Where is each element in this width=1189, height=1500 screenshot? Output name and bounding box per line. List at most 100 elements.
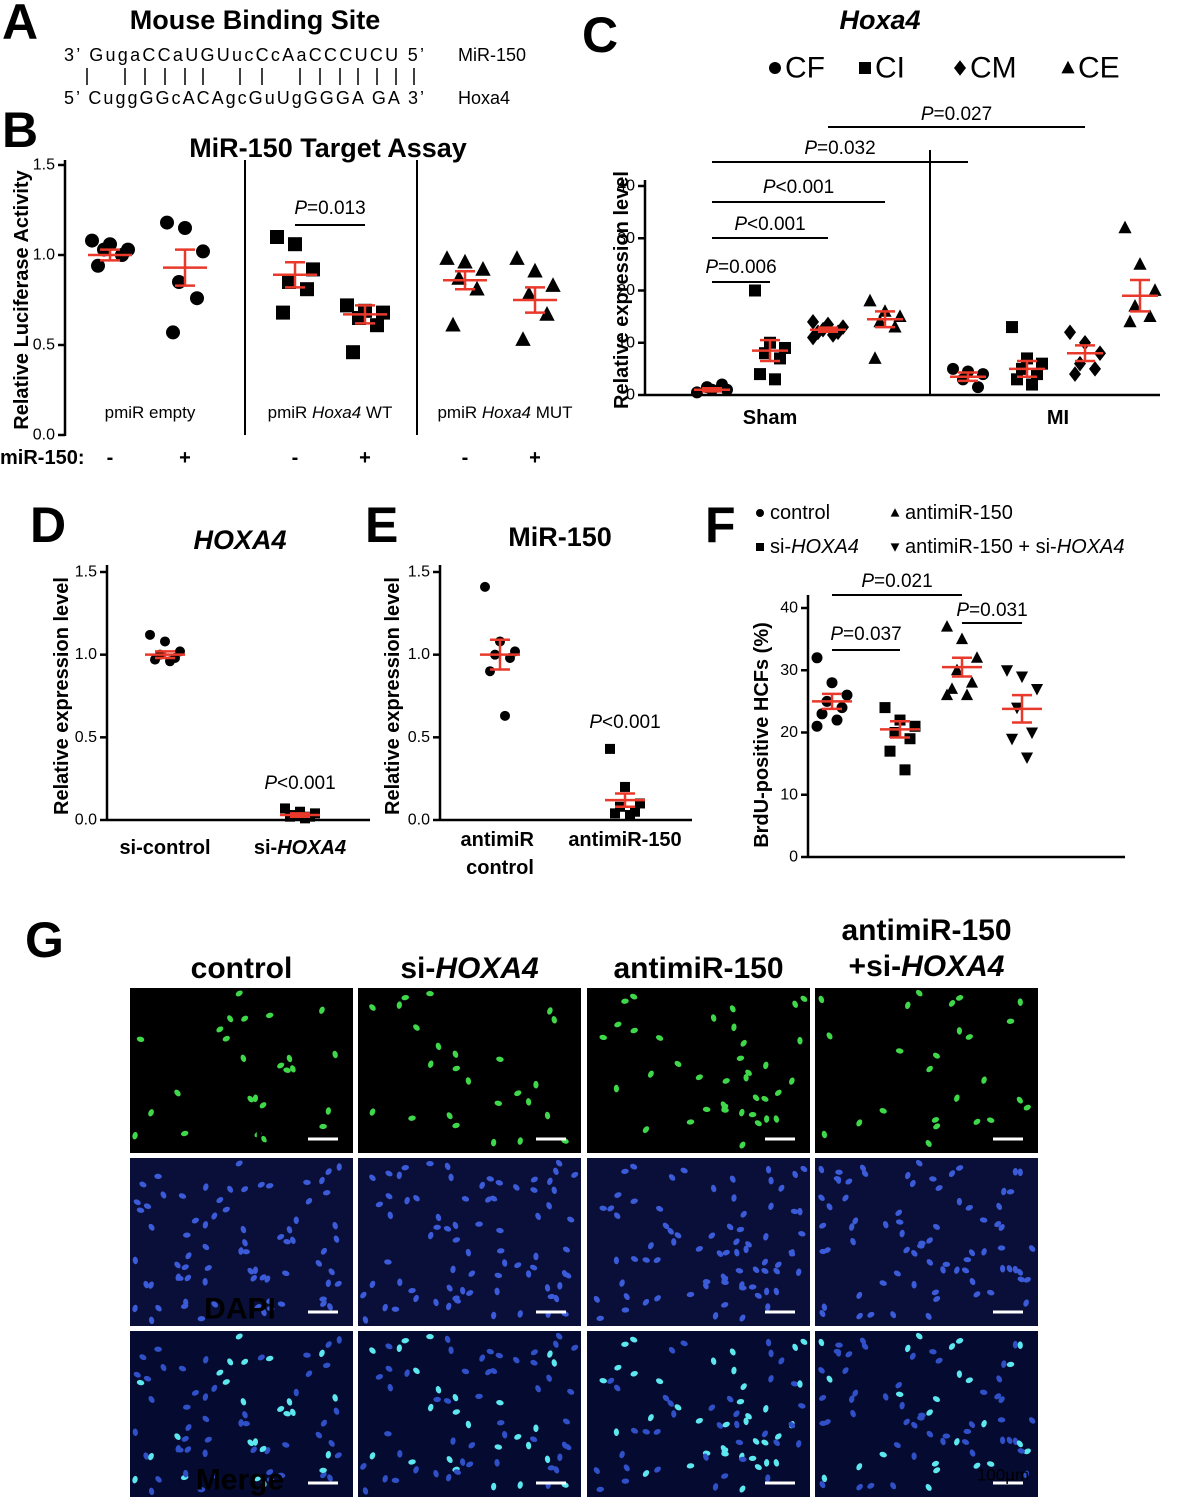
nucleus: [1012, 1167, 1018, 1176]
micrograph: [358, 988, 581, 1153]
nucleus: [961, 1267, 970, 1274]
section-label-part: MUT: [531, 403, 573, 422]
nucleus: [247, 1095, 254, 1103]
nucleus: [202, 1243, 210, 1251]
nucleus: [739, 1314, 746, 1322]
nucleus: [303, 1179, 311, 1186]
nucleus: [277, 1233, 285, 1240]
nucleus: [178, 1365, 187, 1372]
nucleus: [915, 989, 923, 997]
nucleus: [445, 1302, 452, 1311]
nucleus: [925, 1312, 932, 1320]
nucleus: [593, 1295, 600, 1303]
data-point: [940, 620, 954, 632]
nucleus: [899, 1401, 905, 1410]
nucleus: [427, 1403, 434, 1412]
legend-label: CE: [1078, 52, 1120, 85]
nucleus: [387, 1383, 393, 1392]
nucleus: [735, 1268, 744, 1274]
nucleus: [1017, 1341, 1023, 1350]
nucleus: [1017, 1276, 1025, 1283]
panel-letter: D: [30, 497, 66, 553]
nucleus: [277, 1472, 286, 1478]
nucleus: [486, 1348, 494, 1355]
nucleus: [143, 1452, 149, 1460]
x-tick-label: antimiR-150: [568, 829, 681, 851]
nucleus: [553, 1466, 560, 1474]
micrograph: [130, 1158, 353, 1326]
mirna-sequence: 3’ GugaCCaUGUucCcAaCCCUCU 5’: [64, 45, 424, 65]
legend-marker: [890, 543, 900, 552]
nucleus: [222, 1206, 230, 1213]
column-header-part: HOXA4: [901, 950, 1005, 983]
nucleus: [443, 1398, 452, 1404]
nucleus: [986, 1289, 995, 1296]
row-label: miR-150:: [0, 447, 84, 469]
nucleus: [491, 1311, 497, 1320]
panel-letter: C: [582, 7, 618, 63]
micrograph: [815, 1331, 1038, 1497]
nucleus: [475, 1221, 483, 1227]
nucleus: [502, 1430, 508, 1439]
nucleus: [778, 1184, 785, 1192]
nucleus: [327, 1303, 333, 1311]
section-label-part: Hoxa4: [482, 403, 531, 422]
nucleus: [174, 1089, 181, 1097]
nucleus: [994, 1221, 1002, 1228]
nucleus: [867, 1311, 875, 1318]
nucleus: [752, 1438, 760, 1445]
legend-label: si-HOXA4: [770, 536, 859, 558]
nucleus: [426, 1161, 434, 1167]
nucleus: [155, 1476, 162, 1483]
nucleus: [882, 1220, 889, 1229]
data-point: [807, 329, 819, 346]
nucleus: [761, 1268, 769, 1274]
nucleus: [191, 1217, 199, 1224]
nucleus: [721, 1107, 729, 1113]
nucleus: [818, 995, 825, 1004]
nucleus: [391, 1306, 400, 1312]
nucleus: [948, 1343, 956, 1350]
data-point: [545, 277, 561, 292]
nucleus: [175, 1273, 181, 1281]
p-value: P<0.001: [734, 214, 805, 235]
nucleus: [385, 1343, 393, 1350]
nucleus: [551, 1359, 557, 1367]
nucleus: [491, 1138, 497, 1147]
nucleus: [546, 1202, 552, 1210]
data-point: [480, 581, 490, 592]
nucleus: [530, 1359, 538, 1366]
nucleus: [956, 1027, 962, 1035]
nucleus: [903, 1418, 910, 1426]
section-label: pmiR Hoxa4 WT: [268, 403, 393, 422]
nucleus: [599, 1205, 607, 1211]
column-header: si-HOXA4: [400, 952, 539, 985]
nucleus: [623, 1293, 630, 1301]
nucleus: [241, 1015, 249, 1022]
nucleus: [148, 1396, 155, 1403]
nucleus: [915, 1159, 923, 1167]
nucleus: [240, 1398, 247, 1406]
data-point: [306, 262, 320, 277]
nucleus: [740, 1039, 747, 1047]
nucleus: [322, 1190, 331, 1196]
nucleus: [397, 1450, 403, 1458]
nucleus: [911, 1250, 918, 1257]
nucleus: [833, 1348, 842, 1355]
nucleus: [973, 1291, 981, 1298]
nucleus: [721, 1302, 729, 1308]
legend-marker: [756, 509, 764, 517]
nucleus: [994, 1393, 1002, 1400]
data-point: [1020, 752, 1034, 764]
data-point: [457, 253, 473, 269]
nucleus: [1006, 1189, 1015, 1195]
nucleus: [849, 1223, 855, 1231]
nucleus: [797, 1036, 803, 1045]
nucleus: [132, 1475, 138, 1484]
nucleus: [739, 1108, 745, 1117]
target-sequence: 5’ CuggGGcACAgcGuUgGGGA GA 3’: [64, 88, 424, 108]
y-tick-label: 30: [780, 662, 798, 679]
nucleus: [752, 1094, 760, 1102]
data-point: [811, 652, 823, 664]
p-value: P<0.001: [763, 177, 834, 198]
